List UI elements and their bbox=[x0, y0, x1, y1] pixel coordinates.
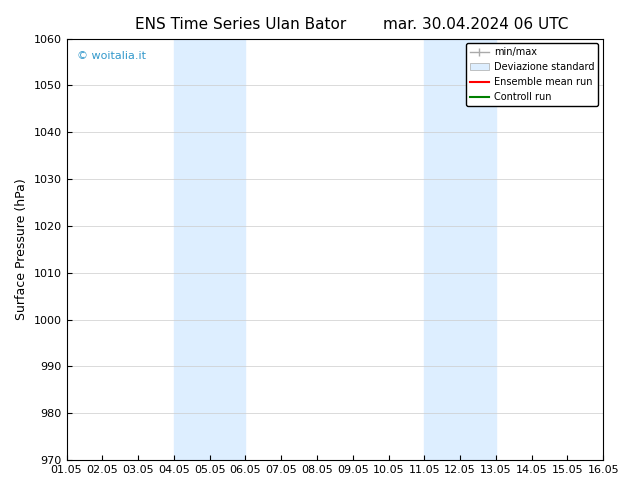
Text: mar. 30.04.2024 06 UTC: mar. 30.04.2024 06 UTC bbox=[383, 17, 568, 32]
Bar bbox=[174, 39, 245, 460]
Text: © woitalia.it: © woitalia.it bbox=[77, 51, 146, 61]
Text: ENS Time Series Ulan Bator: ENS Time Series Ulan Bator bbox=[135, 17, 347, 32]
Y-axis label: Surface Pressure (hPa): Surface Pressure (hPa) bbox=[15, 178, 28, 320]
Legend: min/max, Deviazione standard, Ensemble mean run, Controll run: min/max, Deviazione standard, Ensemble m… bbox=[466, 44, 598, 106]
Bar bbox=[424, 39, 496, 460]
